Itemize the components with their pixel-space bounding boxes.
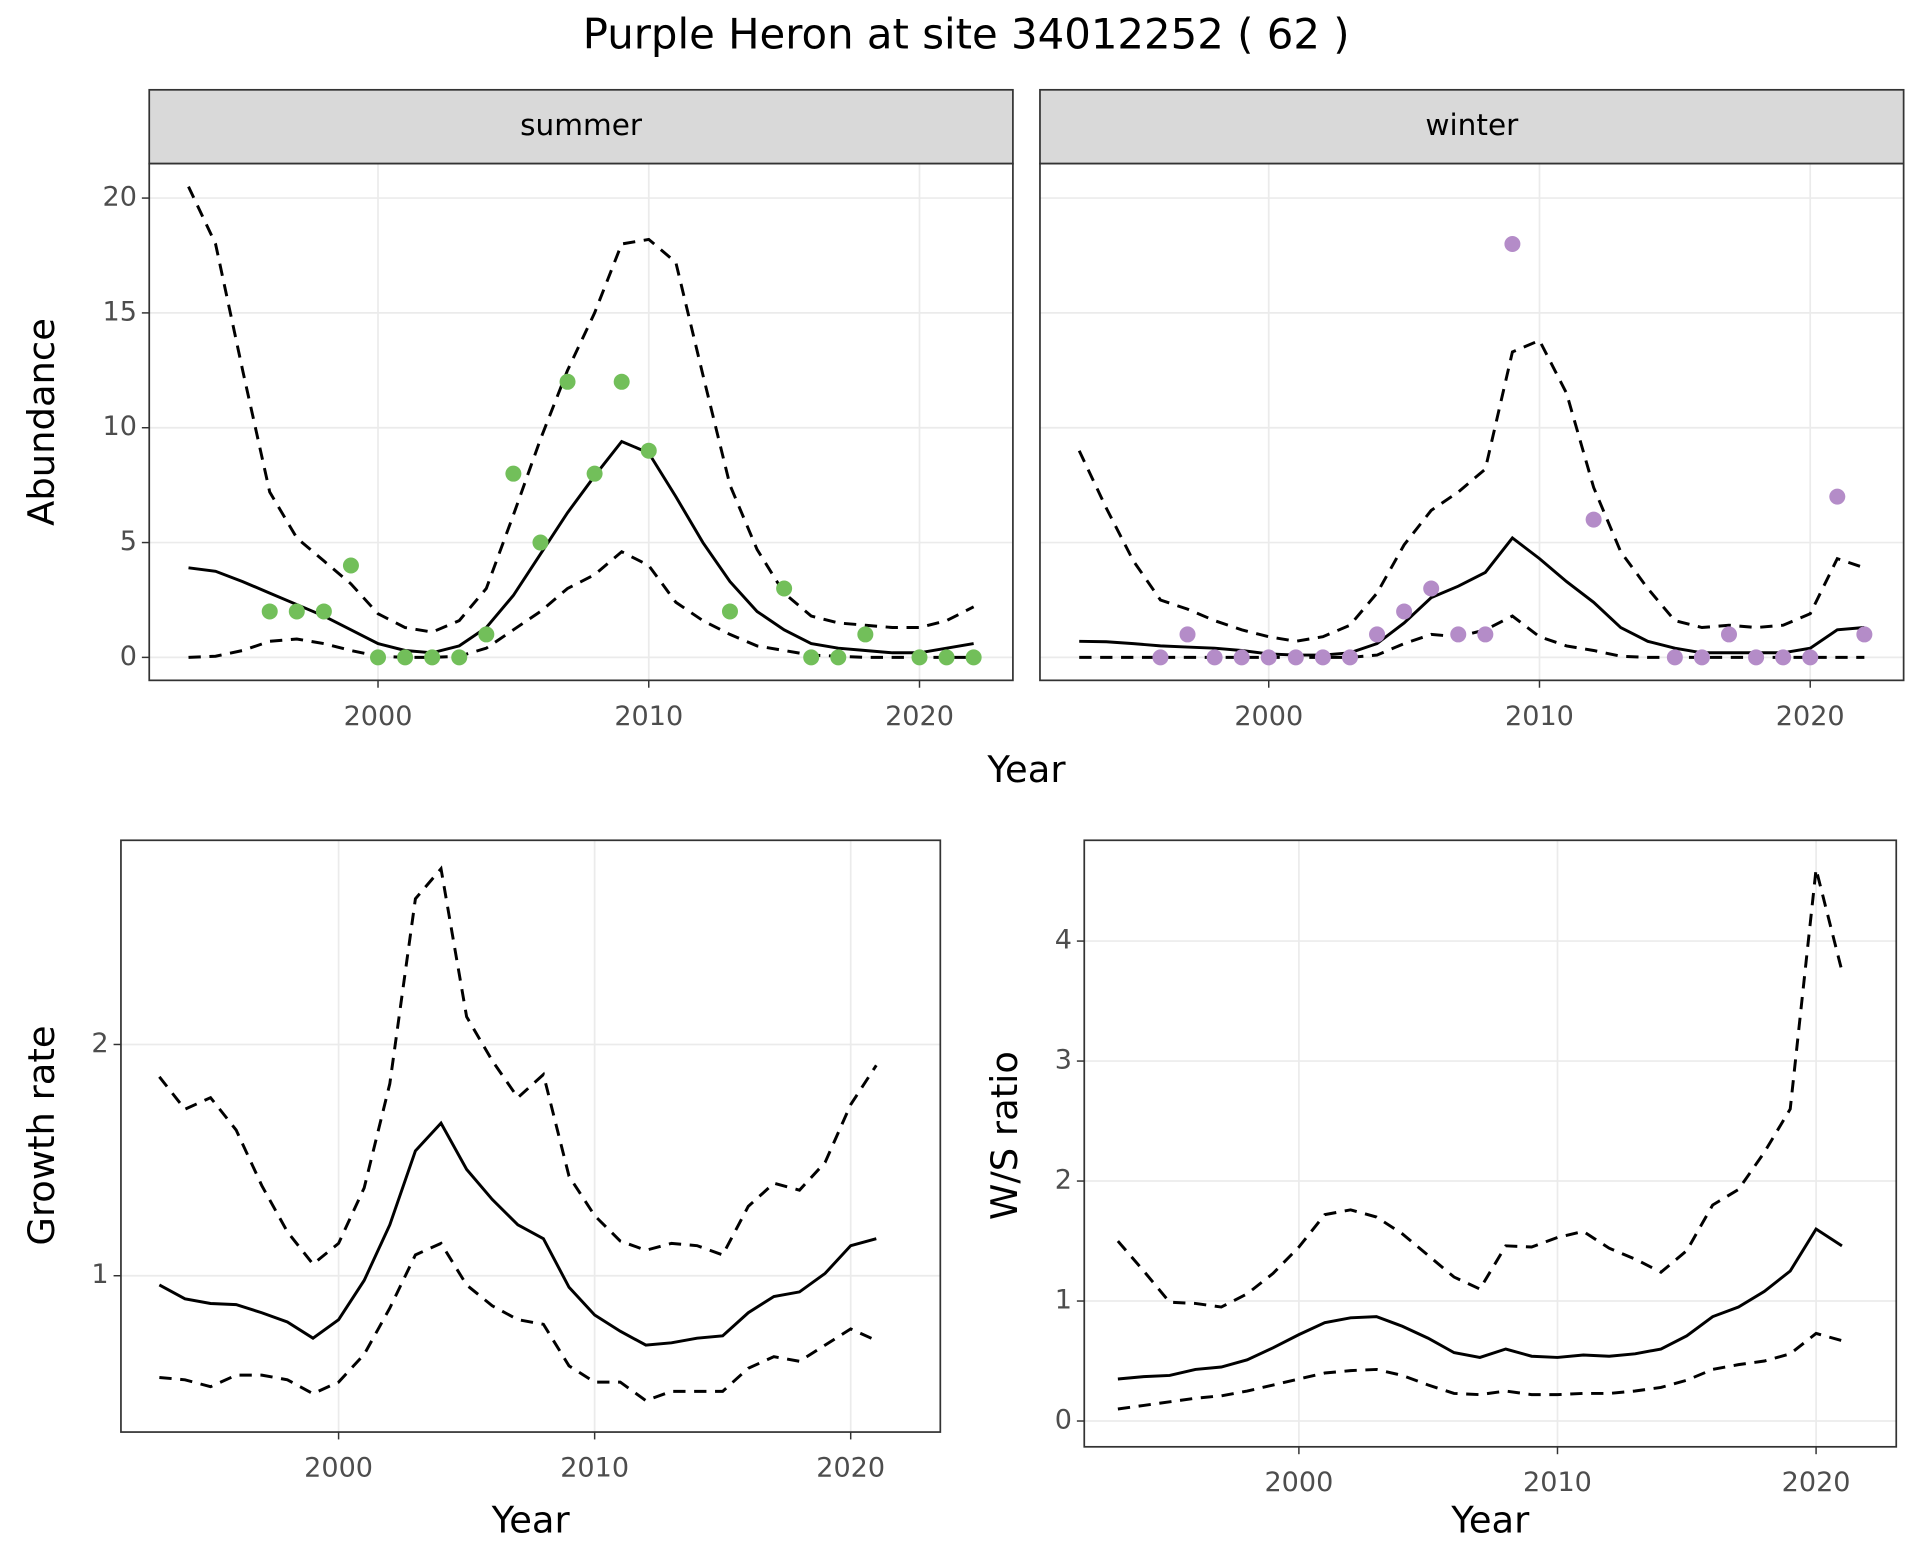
data-point [342, 557, 359, 574]
data-point [1829, 488, 1846, 505]
panel-background [149, 163, 1013, 681]
y-tick-label: 0 [1055, 1405, 1072, 1436]
strip [148, 88, 1014, 165]
data-point [1477, 626, 1494, 643]
data-point [315, 603, 332, 620]
data-point [776, 580, 793, 597]
data-point [1287, 649, 1304, 666]
y-tick-label: 2 [1055, 1165, 1072, 1196]
x-tick-label: 2020 [816, 1452, 885, 1483]
interval-line [188, 549, 974, 659]
x-axis-title: Year [986, 748, 1066, 791]
data-point [451, 649, 468, 666]
panel-background [1039, 163, 1904, 681]
data-point [532, 534, 549, 551]
data-point [1233, 649, 1250, 666]
data-point [1396, 603, 1413, 620]
panel-border [120, 839, 942, 1433]
data-point [1314, 649, 1331, 666]
data-point [288, 603, 305, 620]
interval-line [1116, 868, 1844, 1309]
x-tick-label: 2000 [344, 701, 413, 732]
y-axis-title: Growth rate [20, 1025, 63, 1245]
x-tick-label: 2010 [614, 701, 683, 732]
x-axis-title: Year [491, 1498, 571, 1541]
data-point [1504, 236, 1521, 253]
panel-background [1084, 840, 1897, 1447]
data-point [965, 649, 982, 666]
trend-line [1079, 535, 1865, 657]
data-point [586, 465, 603, 482]
data-point [1152, 649, 1169, 666]
data-point [559, 373, 576, 390]
x-tick-label: 2020 [1782, 1467, 1851, 1498]
data-point [1206, 649, 1223, 666]
figure-title: Purple Heron at site 34012252 ( 62 ) [583, 9, 1350, 58]
strip [1039, 88, 1905, 165]
data-point [424, 649, 441, 666]
data-point [1179, 626, 1196, 643]
panel-border [1083, 839, 1898, 1448]
interval-line [1117, 1331, 1843, 1411]
data-point [613, 373, 630, 390]
panel-background [120, 840, 941, 1433]
data-point [857, 626, 874, 643]
data-point [1666, 649, 1683, 666]
data-point [1721, 626, 1737, 643]
panel-border [1039, 162, 1905, 682]
data-point [397, 649, 414, 666]
data-point [1369, 626, 1386, 643]
y-tick-label: 20 [103, 182, 137, 213]
y-tick-label: 15 [103, 296, 137, 327]
data-point [1341, 649, 1358, 666]
y-axis-title: W/S ratio [983, 1051, 1026, 1220]
x-tick-label: 2000 [1264, 1467, 1333, 1498]
x-axis-title: Year [1450, 1498, 1530, 1541]
y-tick-label: 5 [120, 526, 137, 557]
x-tick-label: 2020 [885, 701, 954, 732]
interval-line [159, 1241, 877, 1403]
data-point [721, 603, 738, 620]
x-tick-label: 2000 [1234, 701, 1303, 732]
data-point [1260, 649, 1277, 666]
data-point [1748, 649, 1765, 666]
data-point [938, 649, 955, 666]
trend-line [1117, 1226, 1843, 1381]
y-tick-label: 1 [1055, 1285, 1072, 1316]
y-tick-label: 2 [91, 1028, 108, 1059]
x-tick-label: 2010 [560, 1452, 629, 1483]
data-point [911, 649, 928, 666]
data-point [1693, 649, 1710, 666]
data-point [1775, 649, 1792, 666]
y-tick-label: 1 [91, 1259, 108, 1290]
y-tick-label: 3 [1055, 1045, 1072, 1076]
data-point [1856, 626, 1873, 643]
data-point [1585, 511, 1602, 528]
panel-border [148, 162, 1014, 682]
x-tick-label: 2020 [1776, 701, 1845, 732]
data-point [478, 626, 495, 643]
data-point [261, 603, 278, 620]
y-axis-title: Abundance [20, 318, 63, 526]
data-point [803, 649, 820, 666]
data-point [1423, 580, 1440, 597]
data-point [1802, 649, 1819, 666]
trend-line [158, 1120, 877, 1347]
data-point [505, 465, 522, 482]
y-tick-label: 4 [1055, 925, 1072, 956]
data-point [1450, 626, 1467, 643]
strip-label: winter [1425, 108, 1519, 142]
interval-line [187, 185, 975, 634]
strip-label: summer [520, 108, 643, 142]
data-point [370, 649, 387, 666]
x-tick-label: 2010 [1505, 701, 1574, 732]
y-tick-label: 0 [120, 641, 137, 672]
x-tick-label: 2000 [304, 1452, 373, 1483]
x-tick-label: 2010 [1523, 1467, 1592, 1498]
y-tick-label: 10 [103, 411, 137, 442]
data-point [640, 442, 657, 459]
data-point [830, 649, 847, 666]
